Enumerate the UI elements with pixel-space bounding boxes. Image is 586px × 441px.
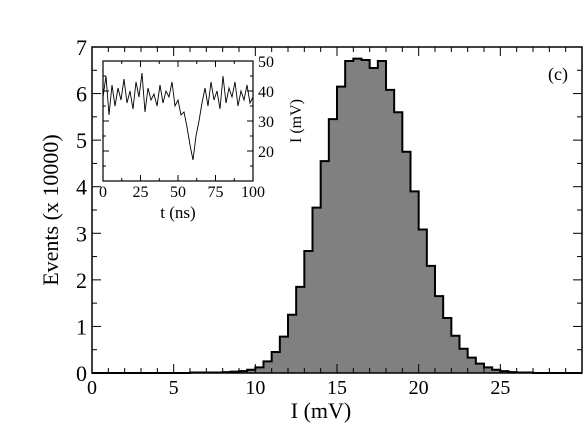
y-axis-label: Events (x 10000)	[38, 134, 63, 286]
x-axis-label: I (mV)	[291, 398, 351, 423]
histogram-bar	[418, 229, 428, 373]
inset-y-tick-label: 20	[258, 144, 274, 161]
histogram-bar	[451, 335, 460, 373]
y-tick-label: 2	[76, 268, 87, 293]
histogram-bar	[337, 86, 346, 373]
y-tick-label: 3	[76, 221, 87, 246]
inset-x-axis-label: t (ns)	[160, 203, 195, 222]
y-tick-label: 5	[76, 128, 87, 153]
histogram-bar	[361, 60, 370, 373]
histogram-bar	[353, 58, 362, 374]
main-plot: 0 5 10 15 20 25 0 1 2 3 4 5 6 7 I (mV) Events (x 10000)	[38, 35, 583, 423]
histogram-bar	[271, 352, 281, 373]
histogram-bar	[492, 369, 501, 373]
y-tick-label: 4	[76, 175, 87, 200]
histogram-bar	[328, 119, 338, 373]
panel-label: (c)	[548, 64, 568, 85]
y-tick-label: 7	[76, 35, 87, 60]
inset-x-tick-label: 0	[99, 184, 107, 201]
histogram-bar	[247, 369, 256, 373]
histogram-bar	[312, 207, 321, 373]
histogram-bar	[255, 367, 264, 373]
histogram-bar	[279, 336, 289, 373]
histogram-bar	[402, 151, 411, 373]
inset-y-axis-label: I (mV)	[288, 99, 305, 143]
inset-plot: 0 25 50 75 100 20 30 40 50 t (ns) I (mV)	[99, 54, 305, 222]
inset-x-tick-label: 25	[133, 184, 149, 201]
histogram-bar	[410, 191, 419, 373]
x-tick-label: 0	[87, 377, 97, 399]
histogram-bar	[304, 250, 313, 373]
histogram-bar	[394, 112, 403, 373]
inset-background	[103, 61, 253, 181]
histogram-bar	[435, 296, 444, 373]
histogram-bar	[484, 367, 493, 373]
y-tick-label: 0	[76, 361, 87, 386]
x-tick-label: 25	[490, 377, 510, 399]
x-tick-label: 10	[245, 377, 265, 399]
y-tick-label: 6	[76, 82, 87, 107]
x-tick-label: 20	[409, 377, 429, 399]
histogram-outline	[92, 57, 582, 374]
histogram-bar	[296, 286, 305, 373]
histogram-bar	[377, 60, 387, 373]
histogram-bar	[386, 89, 395, 374]
inset-x-tick-label: 75	[208, 184, 224, 201]
inset-x-tick-label: 100	[241, 184, 265, 201]
histogram-bar	[263, 361, 272, 373]
x-tick-label: 15	[327, 377, 347, 399]
inset-x-tick-label: 50	[170, 184, 186, 201]
inset-y-tick-label: 50	[258, 54, 274, 71]
histogram-bar	[345, 60, 354, 373]
y-tick-label: 1	[76, 314, 87, 339]
inset-y-tick-label: 40	[258, 84, 274, 101]
histogram-bar	[426, 265, 436, 373]
inset-trace-line	[102, 72, 254, 161]
histogram-bar	[475, 363, 485, 373]
histogram-bar	[443, 318, 452, 373]
histogram-bar	[288, 314, 297, 373]
inset-y-tick-label: 30	[258, 114, 274, 131]
histogram-bar	[369, 67, 379, 373]
histogram-bar	[320, 161, 330, 373]
histogram-bar	[467, 357, 477, 373]
histogram-bar	[459, 348, 468, 373]
x-tick-label: 5	[169, 377, 179, 399]
